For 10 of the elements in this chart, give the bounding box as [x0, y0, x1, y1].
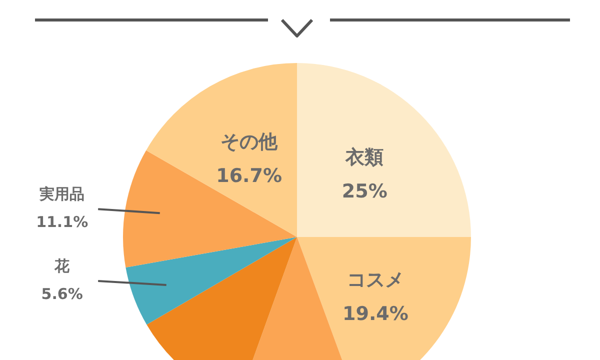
- slice-label: 衣類: [344, 146, 384, 168]
- slice-label: その他: [220, 131, 279, 154]
- data-label: 25%: [342, 180, 388, 202]
- slice-label: コスメ: [346, 268, 404, 291]
- data-label: 5.6%: [41, 284, 83, 303]
- data-label: 16.7%: [216, 165, 282, 188]
- data-label: 19.4%: [342, 302, 408, 325]
- slice-label: 実用品: [38, 185, 85, 204]
- slice-label: 花: [54, 256, 71, 275]
- data-label: 11.1%: [36, 213, 88, 232]
